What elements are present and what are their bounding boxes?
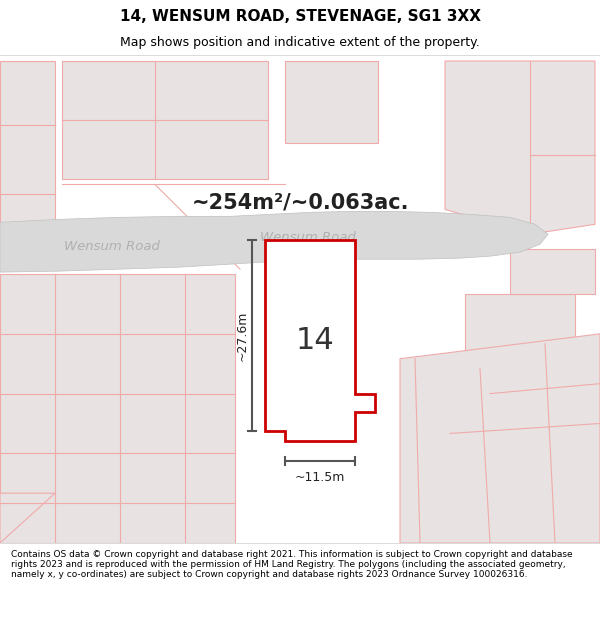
Polygon shape: [0, 493, 55, 543]
Text: ~11.5m: ~11.5m: [295, 471, 345, 484]
Text: Wensum Road: Wensum Road: [260, 231, 356, 244]
Polygon shape: [400, 334, 600, 543]
Polygon shape: [445, 61, 595, 234]
Text: Wensum Road: Wensum Road: [64, 240, 160, 252]
Text: 14, WENSUM ROAD, STEVENAGE, SG1 3XX: 14, WENSUM ROAD, STEVENAGE, SG1 3XX: [119, 9, 481, 24]
Polygon shape: [265, 240, 375, 441]
Polygon shape: [62, 61, 268, 179]
Polygon shape: [465, 294, 575, 369]
Text: ~27.6m: ~27.6m: [235, 311, 248, 361]
Polygon shape: [0, 211, 548, 272]
Polygon shape: [510, 249, 595, 294]
Polygon shape: [285, 61, 378, 142]
Text: ~254m²/~0.063ac.: ~254m²/~0.063ac.: [191, 192, 409, 213]
Polygon shape: [0, 274, 235, 543]
Text: Map shows position and indicative extent of the property.: Map shows position and indicative extent…: [120, 36, 480, 49]
Text: 14: 14: [296, 326, 334, 356]
Polygon shape: [0, 61, 55, 269]
Text: Contains OS data © Crown copyright and database right 2021. This information is : Contains OS data © Crown copyright and d…: [11, 549, 572, 579]
